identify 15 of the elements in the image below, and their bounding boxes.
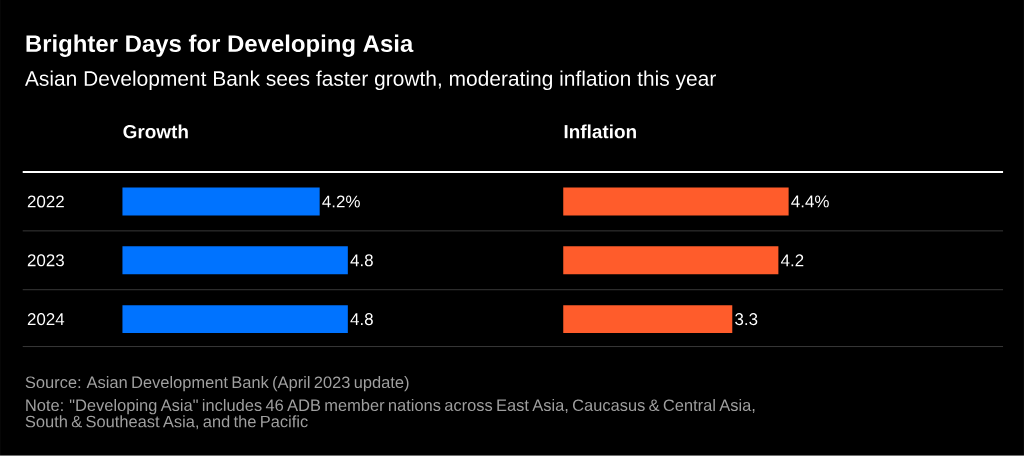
chart-title: Growth — [123, 124, 188, 139]
chart-title: Inflation — [564, 124, 636, 139]
y-tick-label: 2024 — [27, 313, 65, 326]
data-label: 4.8 — [350, 254, 373, 267]
data-label: 3.3 — [735, 313, 758, 326]
source-note: Source: Asian Development Bank (April 2023 update) — [25, 376, 409, 392]
y-tick-label: 2023 — [27, 254, 64, 267]
data-label: 4.8 — [350, 313, 373, 326]
text: Asian Development Bank sees faster growth, moderating inflation this year — [24, 70, 716, 91]
y-tick-label: 2022 — [27, 195, 64, 208]
data-label: 4.4% — [791, 195, 829, 208]
data-label: 4.2 — [780, 254, 804, 267]
text: Note: "Developing Asia" includes 46 ADB member nations across East Asia, Caucasus & Central Asia, South & Southeast Asia, and the Pacific — [25, 399, 755, 430]
text: Brighter Days for Developing Asia — [26, 34, 414, 58]
data-label: 4.2% — [322, 195, 360, 208]
